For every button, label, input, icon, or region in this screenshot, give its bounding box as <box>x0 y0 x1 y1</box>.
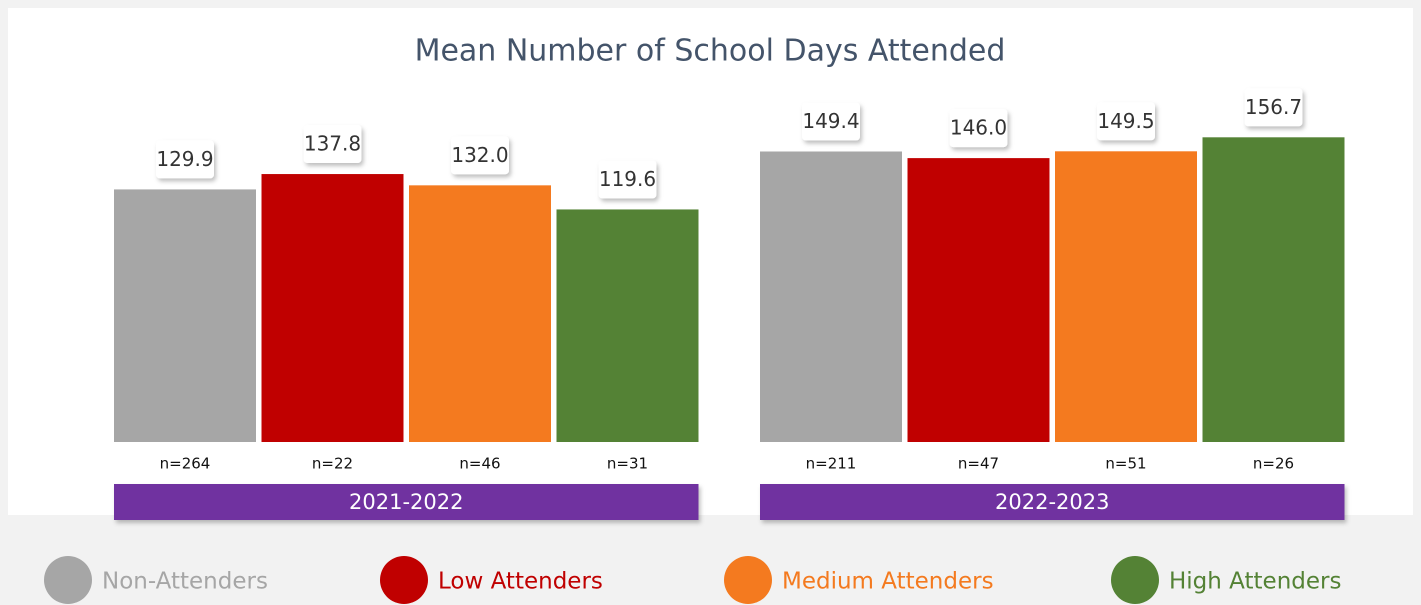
sample-label: n=46 <box>459 455 500 473</box>
legend-swatch <box>380 556 428 604</box>
legend-label: Medium Attenders <box>782 569 994 595</box>
sample-label: n=26 <box>1253 455 1294 473</box>
legend-swatch <box>1111 556 1159 604</box>
value-label: 156.7 <box>1245 95 1302 119</box>
value-label: 146.0 <box>950 116 1007 140</box>
value-label-box <box>1097 102 1155 141</box>
chart-title: Mean Number of School Days Attended <box>415 34 1006 69</box>
legend-label: High Attenders <box>1169 569 1341 595</box>
value-label: 132.0 <box>451 143 508 167</box>
bar <box>261 174 404 443</box>
value-label: 149.4 <box>802 109 859 133</box>
bar <box>1202 137 1345 443</box>
bar <box>556 209 699 442</box>
value-label: 137.8 <box>304 132 361 156</box>
x-tick-label: 2022-2023 <box>995 490 1109 514</box>
legend-label: Non-Attenders <box>102 569 268 595</box>
legend-swatch <box>44 556 92 604</box>
value-label-box <box>156 140 214 179</box>
sample-label: n=47 <box>958 455 999 473</box>
sample-label: n=211 <box>806 455 857 473</box>
category-band <box>114 484 699 520</box>
bar <box>760 151 902 442</box>
sample-label: n=31 <box>607 455 648 473</box>
value-label-box <box>1244 88 1303 127</box>
value-label-box <box>303 125 362 164</box>
value-label-box <box>598 160 657 199</box>
x-tick-label: 2021-2022 <box>349 490 463 514</box>
bar <box>409 185 551 443</box>
legend-swatch <box>724 556 772 604</box>
sample-label: n=51 <box>1105 455 1146 473</box>
bar <box>907 158 1050 442</box>
value-label: 149.5 <box>1097 109 1154 133</box>
value-label: 119.6 <box>599 167 656 191</box>
category-band <box>760 484 1345 520</box>
sample-label: n=22 <box>312 455 353 473</box>
value-label: 129.9 <box>156 147 213 171</box>
value-label-box <box>802 102 860 141</box>
value-label-box <box>451 136 509 175</box>
value-label-box <box>949 109 1008 148</box>
bar <box>114 189 256 442</box>
bar <box>1055 151 1197 443</box>
legend-label: Low Attenders <box>438 569 603 595</box>
sample-label: n=264 <box>160 455 211 473</box>
